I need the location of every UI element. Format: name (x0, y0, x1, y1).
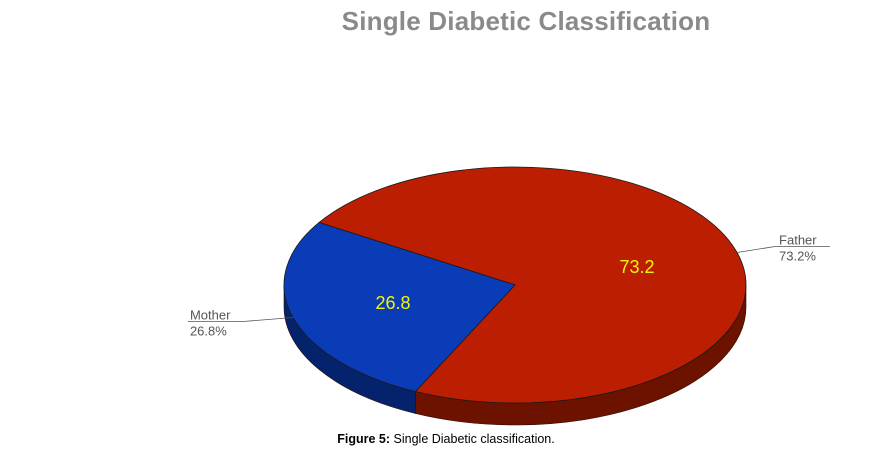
pie-slices (283, 166, 747, 404)
category-label-mother: Mother (190, 308, 231, 323)
slice-value-label-mother: 26.8 (375, 293, 410, 313)
percent-label-father: 73.2% (779, 248, 816, 263)
figure-caption-text: Single Diabetic classification. (390, 432, 555, 446)
leader-line-mother (187, 317, 293, 322)
slice-value-label-father: 73.2 (619, 257, 654, 277)
pie-slice-father (318, 166, 747, 404)
leader-line-father (736, 246, 831, 253)
category-label-father: Father (779, 232, 817, 247)
percent-label-mother: 26.8% (190, 324, 227, 339)
figure-caption: Figure 5: Single Diabetic classification… (0, 432, 892, 446)
figure-caption-prefix: Figure 5: (337, 432, 391, 446)
pie-slice-mother (283, 222, 516, 392)
chart-title: Single Diabetic Classification (341, 6, 711, 36)
